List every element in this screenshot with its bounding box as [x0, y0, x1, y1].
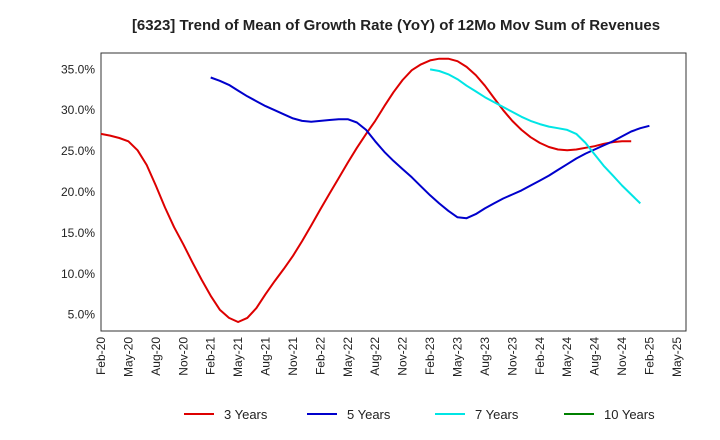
y-axis-ticks: 5.0% 10.0% 15.0% 20.0% 25.0% 30.0% 35.0% [61, 62, 95, 321]
series-line-5-years [210, 76, 650, 220]
x-tick-label: Nov-23 [505, 337, 519, 376]
y-tick-label: 15.0% [61, 226, 95, 240]
x-tick-label: Feb-24 [533, 337, 547, 375]
y-tick-label: 5.0% [68, 308, 96, 322]
plot-frame [100, 52, 687, 332]
series-line-7-years [429, 68, 641, 205]
x-tick-label: Feb-20 [94, 337, 108, 375]
x-tick-label: Feb-25 [642, 337, 656, 375]
y-tick-label: 10.0% [61, 267, 95, 281]
x-tick-label: Feb-21 [204, 337, 218, 375]
x-tick-label: May-22 [341, 337, 355, 377]
x-tick-label: Nov-21 [286, 337, 300, 376]
x-axis-ticks: Feb-20 May-20 Aug-20 Nov-20 Feb-21 May-21 Aug-… [94, 337, 684, 377]
x-tick-label: Feb-22 [313, 337, 327, 375]
legend-label-5-years: 5 Years [347, 407, 391, 422]
x-tick-label: Aug-23 [478, 337, 492, 376]
x-tick-label: May-21 [231, 337, 245, 377]
plot-area [100, 52, 687, 332]
legend-label-10-years: 10 Years [604, 407, 655, 422]
x-tick-label: May-23 [450, 337, 464, 377]
x-tick-label: Aug-21 [259, 337, 273, 376]
y-tick-label: 30.0% [61, 103, 95, 117]
x-tick-label: Aug-20 [149, 337, 163, 376]
x-tick-label: Nov-22 [396, 337, 410, 376]
x-tick-label: Nov-24 [615, 337, 629, 376]
x-tick-label: Feb-23 [423, 337, 437, 375]
legend-label-3-years: 3 Years [224, 407, 268, 422]
x-tick-label: May-24 [560, 337, 574, 377]
x-tick-label: Nov-20 [176, 337, 190, 376]
y-tick-label: 20.0% [61, 185, 95, 199]
x-tick-label: Aug-22 [368, 337, 382, 376]
series-lines [100, 57, 650, 323]
legend: 3 Years 5 Years 7 Years 10 Years [184, 407, 655, 422]
y-tick-label: 35.0% [61, 62, 95, 76]
y-tick-label: 25.0% [61, 144, 95, 158]
x-tick-label: Aug-24 [588, 337, 602, 376]
series-line-3-years [100, 57, 632, 323]
chart-title: [6323] Trend of Mean of Growth Rate (YoY… [132, 17, 660, 34]
x-tick-label: May-25 [670, 337, 684, 377]
legend-label-7-years: 7 Years [475, 407, 519, 422]
x-tick-label: May-20 [121, 337, 135, 377]
